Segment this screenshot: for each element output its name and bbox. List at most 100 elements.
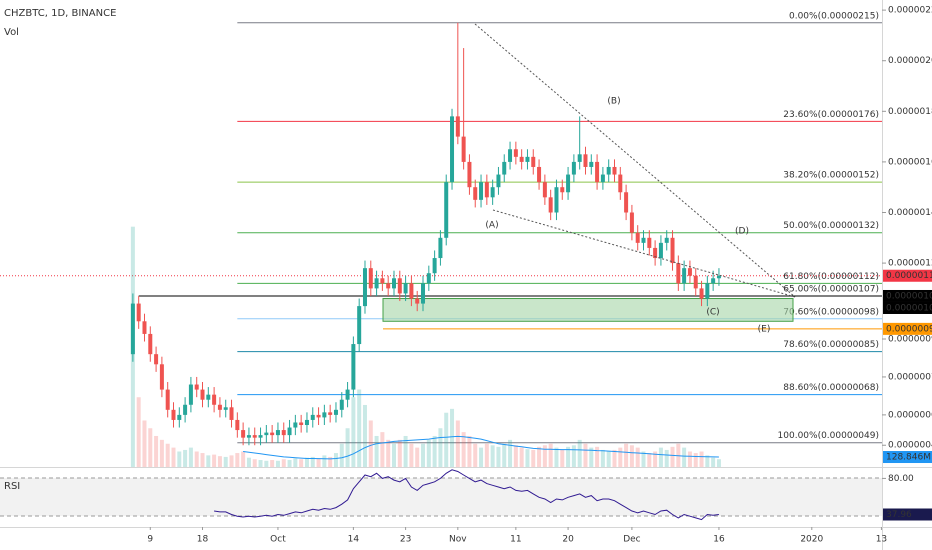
candle-body [397,278,402,294]
volume-bar [461,432,466,467]
candle-body [171,409,176,420]
front-layer: 0.00000220 0.00000200 0.00000180 0.00000160… [147,6,932,545]
candle-body [618,174,623,193]
volume-bar [432,435,437,467]
rsi-title: RSI [4,481,20,492]
mid-layer [130,22,721,521]
rsi-line [214,469,719,521]
wave-annotation: (A) [485,221,498,231]
candle-body [154,354,159,365]
volume-bar [496,446,501,467]
price-label: 0.00000094 [886,324,932,334]
volume-bar [508,439,513,467]
candle-body [403,283,408,294]
candle-body [368,268,373,289]
candle-body [374,278,379,289]
volume-bar [188,447,193,467]
volume-bar [444,412,449,467]
candle-body [583,154,588,167]
candle-body [653,247,658,259]
candle-body [484,182,489,198]
candle-body [537,166,542,183]
volume-bar [537,446,542,467]
candle-body [415,298,420,304]
candle-body [513,149,518,157]
candle-body [310,414,315,420]
candle-body [223,407,228,410]
volume-bar [595,446,600,467]
candle-body [479,182,484,200]
price-label: 0.00000107 [886,291,932,301]
volume-bar [455,420,460,467]
volume-bar [711,457,716,467]
volume-bar [571,445,576,467]
candle-body [275,430,280,436]
volume-bar [705,455,710,467]
fib-label: 61.80%(0.00000112) [783,272,879,282]
volume-bar [258,460,263,467]
candle-body [676,263,681,284]
chart-title: CHZBTC, 1D, BINANCE [4,8,116,19]
volume-bar [304,457,309,467]
volume-bar [154,435,159,467]
volume-bar [328,456,333,467]
candle-body [450,116,455,183]
candle-body [542,182,547,198]
candle-body [438,237,443,259]
candle-body [589,161,594,167]
candle-body [258,435,263,438]
volume-bar [484,443,489,467]
candle-body [252,435,257,438]
volume-bar [438,428,443,467]
candle-body [519,156,524,162]
candle-body [304,419,309,426]
volume-bar [600,449,605,467]
volume-bar [658,447,663,467]
volume-bar [513,445,518,467]
volume-bar [415,447,420,467]
candle-body [548,197,553,213]
volume-bar [653,451,658,467]
volume-bar [148,428,153,467]
volume-bar [281,459,286,467]
candle-body [200,389,205,400]
candle-body [386,283,391,289]
volume-bar [554,447,559,467]
volume-ma-label-bg [883,451,932,464]
volume-bar [212,454,217,467]
candle-body [525,156,530,162]
candle-body [351,344,356,390]
candle-body [333,409,338,415]
candle-body [345,389,350,400]
fib-label: 100.00%(0.00000049) [778,431,879,441]
volume-bar [687,451,692,467]
y-tick-label: 0.00000200 [888,56,932,66]
candle-body [658,242,663,259]
x-tick-label: 23 [400,535,411,545]
rsi-value-label-bg [883,508,932,521]
candle-body [664,237,669,243]
candle-body [293,422,298,428]
candle-body [606,166,611,175]
candle-body [693,275,698,289]
volume-bar [374,435,379,467]
y-tick-label: 0.00000180 [888,107,932,117]
rsi-tick-label: 80.00 [888,474,914,484]
fib-label: 23.60%(0.00000176) [783,110,879,120]
volume-ma-line [243,435,719,460]
volume-bar [699,451,704,467]
volume-bar [467,435,472,467]
fib-label: 70.60%(0.00000098) [783,307,879,317]
volume-bar [264,460,269,467]
volume-bar [136,397,141,467]
x-tick-label: 9 [147,535,153,545]
volume-bar [229,455,234,467]
price-label-bg [883,269,932,282]
y-tick-label: 0.00000075 [888,372,932,382]
candle-body [136,303,141,322]
candle-body [183,404,188,415]
candle-body [566,174,571,193]
candle-body [235,419,240,431]
